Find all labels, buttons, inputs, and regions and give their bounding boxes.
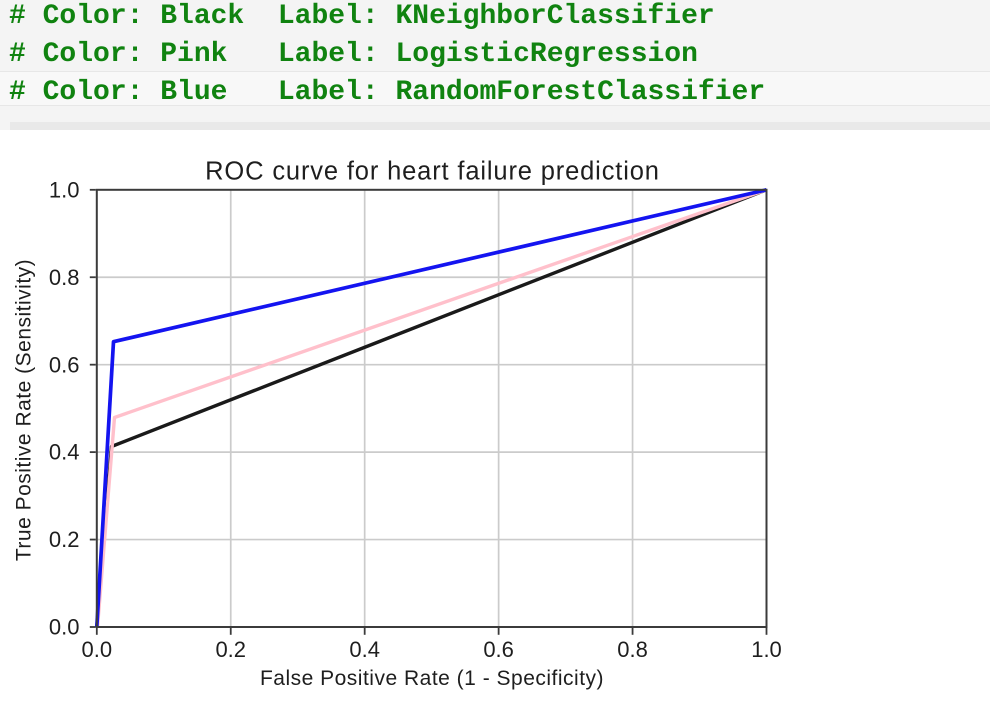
svg-text:1.0: 1.0: [751, 637, 782, 662]
svg-text:0.2: 0.2: [215, 637, 246, 662]
svg-text:0.4: 0.4: [49, 440, 80, 465]
svg-text:ROC curve for heart failure pr: ROC curve for heart failure prediction: [205, 157, 660, 185]
svg-text:0.4: 0.4: [349, 637, 380, 662]
svg-text:1.0: 1.0: [49, 177, 80, 202]
svg-text:0.6: 0.6: [483, 637, 514, 662]
svg-text:0.2: 0.2: [49, 527, 80, 552]
svg-text:0.6: 0.6: [49, 352, 80, 377]
svg-text:0.8: 0.8: [49, 265, 80, 290]
svg-text:0.0: 0.0: [49, 615, 80, 640]
svg-text:0.8: 0.8: [617, 637, 648, 662]
svg-text:False Positive Rate (1 - Speci: False Positive Rate (1 - Specificity): [260, 667, 604, 690]
svg-text:True Positive Rate (Sensitivit: True Positive Rate (Sensitivity): [13, 259, 36, 561]
svg-text:0.0: 0.0: [82, 637, 113, 662]
